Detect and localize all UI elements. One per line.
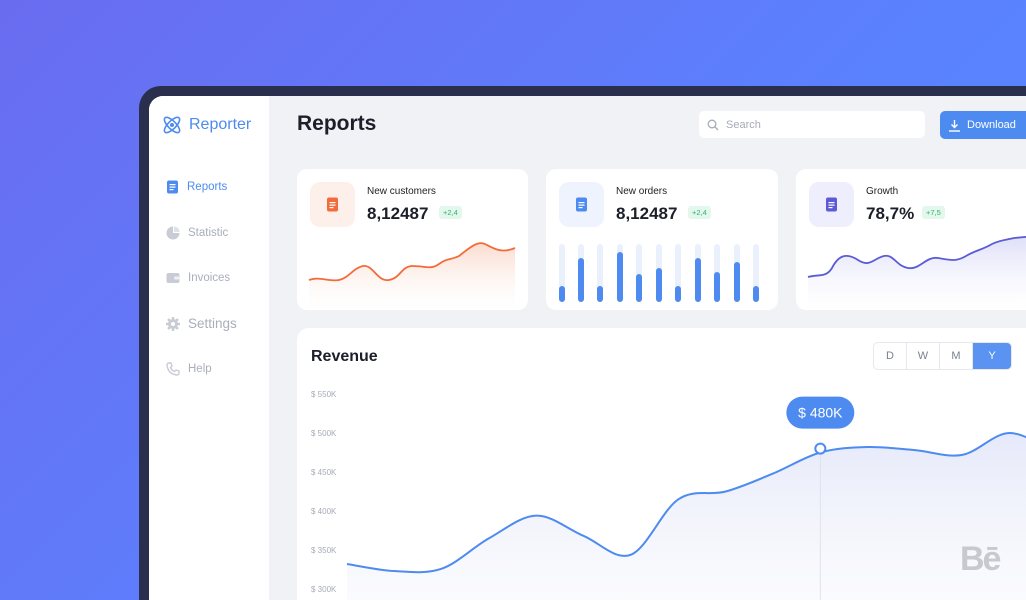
sidebar-item-label: Statistic <box>188 226 229 239</box>
period-y[interactable]: Y <box>973 343 1011 369</box>
search-input[interactable] <box>726 118 906 131</box>
card-icon-box <box>310 182 355 227</box>
card-title: Growth <box>866 186 899 197</box>
bar-sparkline <box>559 244 759 302</box>
tooltip-label: $ 480K <box>798 405 843 421</box>
period-toggle: D W M Y <box>873 342 1012 370</box>
revenue-line <box>346 431 1026 574</box>
logo[interactable]: Reporter <box>161 114 251 136</box>
pie-chart-icon <box>166 226 180 239</box>
card-growth[interactable]: Growth 78,7% +7,5 <box>796 169 1026 310</box>
highlight-point <box>814 442 827 455</box>
card-title: New customers <box>367 186 436 197</box>
sidebar: Reporter Reports Statistic <box>149 96 269 600</box>
gear-icon <box>166 316 180 331</box>
atom-icon <box>163 116 181 134</box>
card-icon-box <box>809 182 854 227</box>
sidebar-item-help[interactable]: Help <box>166 358 237 380</box>
revenue-title: Revenue <box>311 348 378 365</box>
delta-badge: +2,4 <box>439 206 462 219</box>
document-icon <box>167 180 178 194</box>
search-box[interactable] <box>699 111 925 138</box>
y-tick-label: $ 350K <box>311 546 337 555</box>
download-label: Download <box>967 119 1016 131</box>
download-button[interactable]: Download <box>940 111 1026 139</box>
sidebar-item-label: Invoices <box>188 272 231 284</box>
download-icon <box>949 119 960 132</box>
delta-badge: +7,5 <box>922 206 945 219</box>
sidebar-item-settings[interactable]: Settings <box>166 313 237 335</box>
period-d[interactable]: D <box>874 343 907 369</box>
period-m[interactable]: M <box>940 343 973 369</box>
sidebar-item-reports[interactable]: Reports <box>166 176 237 198</box>
document-icon <box>576 197 587 212</box>
app-screen: Reporter Reports Statistic <box>149 96 1026 600</box>
card-new-customers[interactable]: New customers 8,12487 +2,4 <box>297 169 528 310</box>
card-value: 8,12487 <box>367 204 429 223</box>
wallet-icon <box>166 273 180 283</box>
tooltip-bubble <box>786 396 855 429</box>
card-new-orders[interactable]: New orders 8,12487 +2,4 <box>546 169 778 310</box>
logo-text: Reporter <box>189 116 252 133</box>
revenue-area <box>347 432 1026 600</box>
y-tick-label: $ 400K <box>311 507 337 516</box>
period-w[interactable]: W <box>907 343 940 369</box>
revenue-chart: $ 550K $ 500K $ 450K $ 400K $ 350K $ 300K $ 48… <box>311 390 1026 600</box>
card-icon-box <box>559 182 604 227</box>
sidebar-nav: Reports Statistic Invoices <box>166 176 237 404</box>
sparkline <box>308 242 516 310</box>
revenue-panel: Revenue D W M Y $ 550K $ 500K $ 450K $ 400K… <box>297 328 1026 600</box>
search-icon <box>707 119 719 130</box>
y-tick-label: $ 550K <box>311 390 337 399</box>
card-title: New orders <box>616 186 668 197</box>
card-value: 8,12487 <box>616 204 678 223</box>
device-frame: Reporter Reports Statistic <box>139 86 1026 600</box>
document-icon <box>826 197 837 212</box>
watermark-logo: Bē <box>960 540 1001 578</box>
document-icon <box>327 197 338 212</box>
phone-icon <box>166 362 180 376</box>
y-tick-label: $ 450K <box>311 468 337 477</box>
sidebar-item-label: Help <box>188 363 212 375</box>
sidebar-item-label: Reports <box>187 181 228 193</box>
sidebar-item-invoices[interactable]: Invoices <box>166 267 237 289</box>
delta-badge: +2,4 <box>688 206 711 219</box>
sidebar-item-label: Settings <box>188 316 237 331</box>
y-tick-label: $ 500K <box>311 429 337 438</box>
y-tick-label: $ 300K <box>311 585 337 594</box>
sidebar-item-statistic[interactable]: Statistic <box>166 222 237 244</box>
main-content: Reports Download <box>269 96 1026 600</box>
sparkline <box>807 236 1026 310</box>
card-value: 78,7% <box>866 204 915 223</box>
page-title: Reports <box>297 112 377 135</box>
